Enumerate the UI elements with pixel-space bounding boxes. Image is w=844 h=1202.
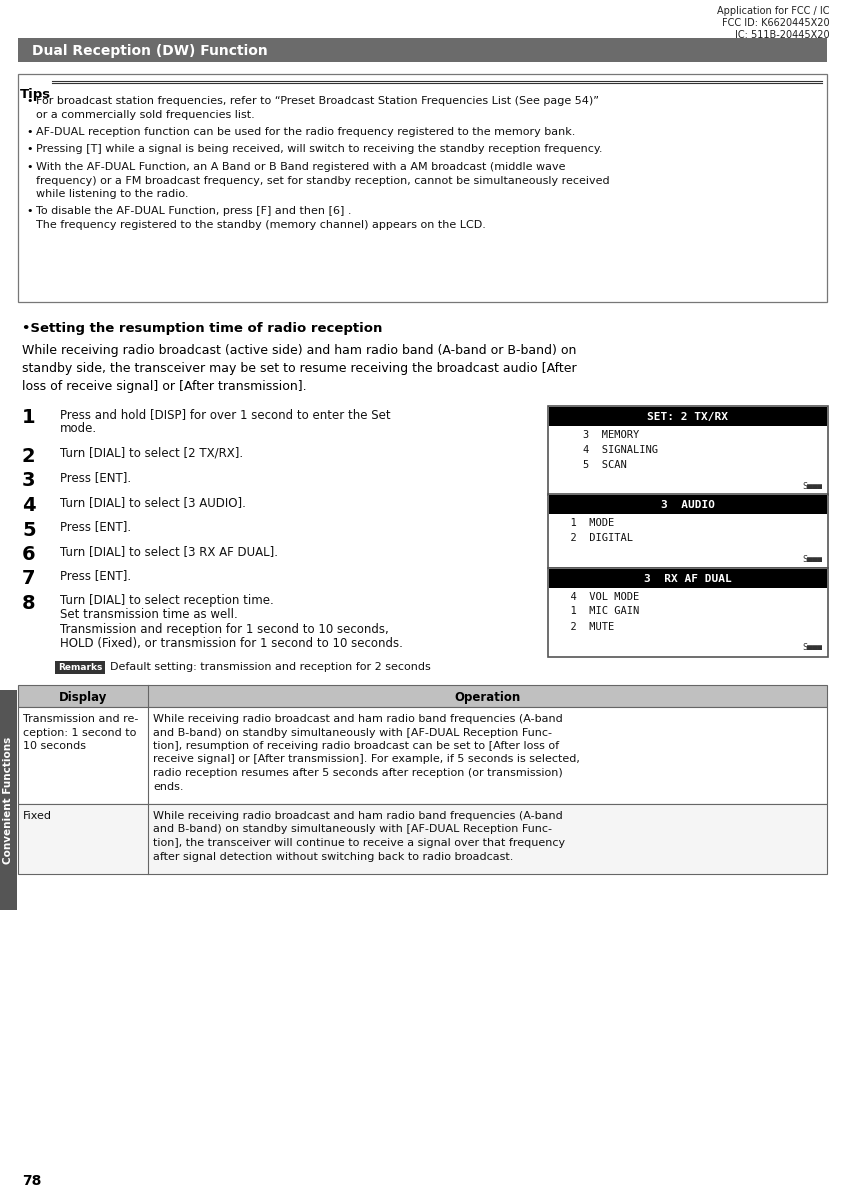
Text: 6: 6 [22,545,35,564]
Text: Press [ENT].: Press [ENT]. [60,471,131,484]
Text: tion], resumption of receiving radio broadcast can be set to [After loss of: tion], resumption of receiving radio bro… [153,740,559,751]
Text: Dual Reception (DW) Function: Dual Reception (DW) Function [32,44,268,58]
Text: while listening to the radio.: while listening to the radio. [36,189,188,200]
Text: frequency) or a FM broadcast frequency, set for standby reception, cannot be sim: frequency) or a FM broadcast frequency, … [36,175,609,185]
Text: S■■■: S■■■ [801,482,821,490]
Text: Operation: Operation [454,690,520,703]
Text: Turn [DIAL] to select [3 RX AF DUAL].: Turn [DIAL] to select [3 RX AF DUAL]. [60,545,278,558]
Text: or a commercially sold frequencies list.: or a commercially sold frequencies list. [36,109,254,119]
Text: Press [ENT].: Press [ENT]. [60,520,131,534]
Bar [548,567,827,656]
Text: Tips: Tips [20,88,51,101]
Text: 1  MIC GAIN: 1 MIC GAIN [557,607,639,617]
Bar [0,690,17,910]
Text: FCC ID: K6620445X20: FCC ID: K6620445X20 [722,18,829,28]
Text: ends.: ends. [153,781,183,791]
Text: Display: Display [59,690,107,703]
Text: 3  MEMORY: 3 MEMORY [557,430,639,440]
Text: and B-band) on standby simultaneously with [AF-DUAL Reception Func-: and B-band) on standby simultaneously wi… [153,825,551,834]
Text: Turn [DIAL] to select reception time.: Turn [DIAL] to select reception time. [60,594,273,607]
Text: Remarks: Remarks [57,664,102,672]
Text: 3  RX AF DUAL: 3 RX AF DUAL [643,573,731,583]
Text: 78: 78 [22,1174,41,1188]
Text: Press [ENT].: Press [ENT]. [60,570,131,583]
Text: 5: 5 [22,520,35,540]
Text: The frequency registered to the standby (memory channel) appears on the LCD.: The frequency registered to the standby … [36,220,485,230]
Text: Application for FCC / IC: Application for FCC / IC [717,6,829,16]
Text: IC: 511B-20445X20: IC: 511B-20445X20 [734,30,829,40]
Bar [18,707,826,804]
Text: 4  SIGNALING: 4 SIGNALING [557,445,657,456]
Text: 1  MODE: 1 MODE [557,518,614,528]
Text: With the AF-DUAL Function, an A Band or B Band registered with a AM broadcast (m: With the AF-DUAL Function, an A Band or … [36,162,565,172]
Text: 2: 2 [22,447,35,466]
Bar [55,661,105,674]
Text: SET: 2 TX/RX: SET: 2 TX/RX [647,412,728,422]
Text: 2  DIGITAL: 2 DIGITAL [557,532,632,543]
Text: mode.: mode. [60,422,97,435]
Text: •: • [26,162,32,172]
Text: S■■■: S■■■ [801,555,821,564]
Text: •Setting the resumption time of radio reception: •Setting the resumption time of radio re… [22,322,382,335]
Text: 2  MUTE: 2 MUTE [557,621,614,631]
Text: AF-DUAL reception function can be used for the radio frequency registered to the: AF-DUAL reception function can be used f… [36,127,575,137]
Text: While receiving radio broadcast and ham radio band frequencies (A-band: While receiving radio broadcast and ham … [153,714,562,724]
Text: While receiving radio broadcast and ham radio band frequencies (A-band: While receiving radio broadcast and ham … [153,811,562,821]
Text: ception: 1 second to: ception: 1 second to [23,727,136,738]
Text: Default setting: transmission and reception for 2 seconds: Default setting: transmission and recept… [110,662,430,672]
Bar [548,406,827,495]
Text: 1: 1 [22,407,35,427]
Text: S■■■: S■■■ [801,643,821,653]
Text: 8: 8 [22,594,35,613]
Text: radio reception resumes after 5 seconds after reception (or transmission): radio reception resumes after 5 seconds … [153,768,562,778]
Bar [18,685,826,707]
Text: To disable the AF-DUAL Function, press [F] and then [6] .: To disable the AF-DUAL Function, press [… [36,207,351,216]
Text: 10 seconds: 10 seconds [23,740,86,751]
Bar [549,407,826,426]
Text: Set transmission time as well.: Set transmission time as well. [60,608,237,621]
Bar [18,804,826,874]
Text: •: • [26,96,32,106]
Text: Turn [DIAL] to select [3 AUDIO].: Turn [DIAL] to select [3 AUDIO]. [60,496,246,508]
Text: 7: 7 [22,570,35,589]
Text: Convenient Functions: Convenient Functions [3,737,14,863]
Bar [18,38,826,63]
Text: Fixed: Fixed [23,811,52,821]
Text: 5  SCAN: 5 SCAN [557,460,626,470]
Text: loss of receive signal] or [After transmission].: loss of receive signal] or [After transm… [22,380,306,393]
Text: after signal detection without switching back to radio broadcast.: after signal detection without switching… [153,851,513,862]
Bar [549,495,826,514]
Text: Transmission and reception for 1 second to 10 seconds,: Transmission and reception for 1 second … [60,623,388,636]
Text: •: • [26,144,32,155]
Text: tion], the transceiver will continue to receive a signal over that frequency: tion], the transceiver will continue to … [153,838,565,847]
Text: HOLD (Fixed), or transmission for 1 second to 10 seconds.: HOLD (Fixed), or transmission for 1 seco… [60,637,403,650]
Text: For broadcast station frequencies, refer to “Preset Broadcast Station Frequencie: For broadcast station frequencies, refer… [36,96,598,106]
Text: and B-band) on standby simultaneously with [AF-DUAL Reception Func-: and B-band) on standby simultaneously wi… [153,727,551,738]
Text: Turn [DIAL] to select [2 TX/RX].: Turn [DIAL] to select [2 TX/RX]. [60,447,243,460]
Text: 4  VOL MODE: 4 VOL MODE [557,591,639,601]
Bar [548,494,827,569]
Text: •: • [26,207,32,216]
Text: Transmission and re-: Transmission and re- [23,714,138,724]
Text: •: • [26,127,32,137]
Text: Press and hold [DISP] for over 1 second to enter the Set: Press and hold [DISP] for over 1 second … [60,407,390,421]
Text: 4: 4 [22,496,35,514]
Text: receive signal] or [After transmission]. For example, if 5 seconds is selected,: receive signal] or [After transmission].… [153,755,579,764]
Text: 3: 3 [22,471,35,490]
Text: Pressing [T] while a signal is being received, will switch to receiving the stan: Pressing [T] while a signal is being rec… [36,144,602,155]
Text: While receiving radio broadcast (active side) and ham radio band (A-band or B-ba: While receiving radio broadcast (active … [22,344,576,357]
Bar [549,569,826,588]
Text: 3  AUDIO: 3 AUDIO [660,500,714,510]
Text: standby side, the transceiver may be set to resume receiving the broadcast audio: standby side, the transceiver may be set… [22,362,576,375]
Bar [18,75,826,302]
